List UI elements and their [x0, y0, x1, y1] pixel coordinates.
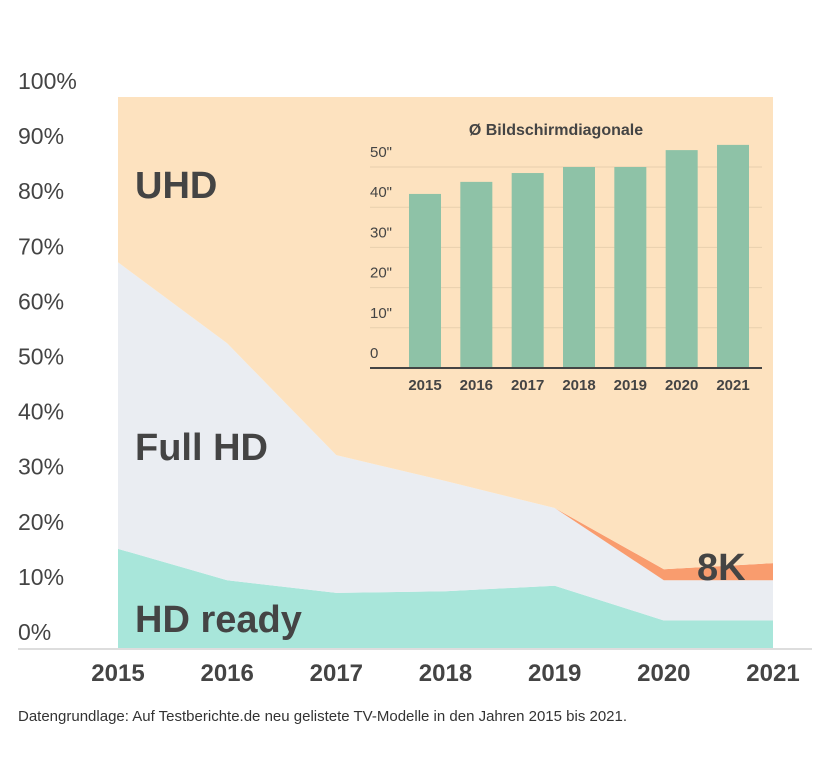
series-label-full-hd: Full HD	[135, 427, 268, 469]
x-tick-label: 2016	[200, 660, 253, 687]
inset-y-tick-label: 0	[370, 345, 378, 362]
y-tick-label: 80%	[18, 178, 64, 204]
inset-x-tick-label: 2016	[460, 377, 493, 394]
y-tick-label: 10%	[18, 564, 64, 590]
inset-bar	[717, 144, 749, 368]
y-tick-label: 30%	[18, 454, 64, 480]
source-note: Datengrundlage: Auf Testberichte.de neu …	[18, 708, 628, 725]
x-tick-label: 2021	[746, 660, 799, 687]
x-tick-label: 2019	[528, 660, 581, 687]
series-label-8k: 8K	[697, 547, 746, 589]
inset-x-tick-label: 2020	[665, 377, 698, 394]
y-tick-label: 70%	[18, 233, 64, 259]
inset-bar	[614, 167, 647, 368]
y-tick-label: 20%	[18, 509, 64, 535]
inset-x-tick-label: 2018	[562, 377, 595, 394]
x-tick-label: 2017	[310, 660, 363, 687]
x-tick-label: 2018	[419, 660, 472, 687]
inset-y-tick-label: 40"	[370, 184, 392, 201]
y-tick-label: 60%	[18, 288, 64, 314]
inset-bar	[409, 193, 441, 368]
area-full-hd	[118, 262, 773, 621]
area-hd-ready	[118, 548, 773, 648]
x-tick-label: 2015	[91, 660, 144, 687]
y-tick-label: 90%	[18, 123, 64, 149]
inset-x-tick-label: 2021	[716, 377, 749, 394]
inset-bar	[665, 150, 698, 368]
inset-x-tick-label: 2017	[511, 377, 544, 394]
inset-y-tick-label: 10"	[370, 305, 392, 322]
x-tick-label: 2020	[637, 660, 690, 687]
inset-y-tick-label: 30"	[370, 224, 392, 241]
series-label-hd-ready: HD ready	[135, 599, 302, 641]
y-tick-label: 0%	[18, 619, 51, 645]
inset-bar	[460, 181, 493, 368]
area-uhd	[118, 97, 773, 570]
y-tick-label: 100%	[18, 68, 77, 94]
y-tick-label: 40%	[18, 399, 64, 425]
y-tick-label: 50%	[18, 344, 64, 370]
inset-bar	[511, 173, 544, 368]
inset-y-tick-label: 50"	[370, 144, 392, 161]
inset-x-tick-label: 2015	[408, 377, 441, 394]
inset-y-tick-label: 20"	[370, 265, 392, 282]
inset-x-tick-label: 2019	[614, 377, 647, 394]
inset-title: Ø Bildschirmdiagonale	[469, 122, 643, 139]
inset-bar	[563, 167, 595, 368]
series-label-uhd: UHD	[135, 165, 217, 207]
